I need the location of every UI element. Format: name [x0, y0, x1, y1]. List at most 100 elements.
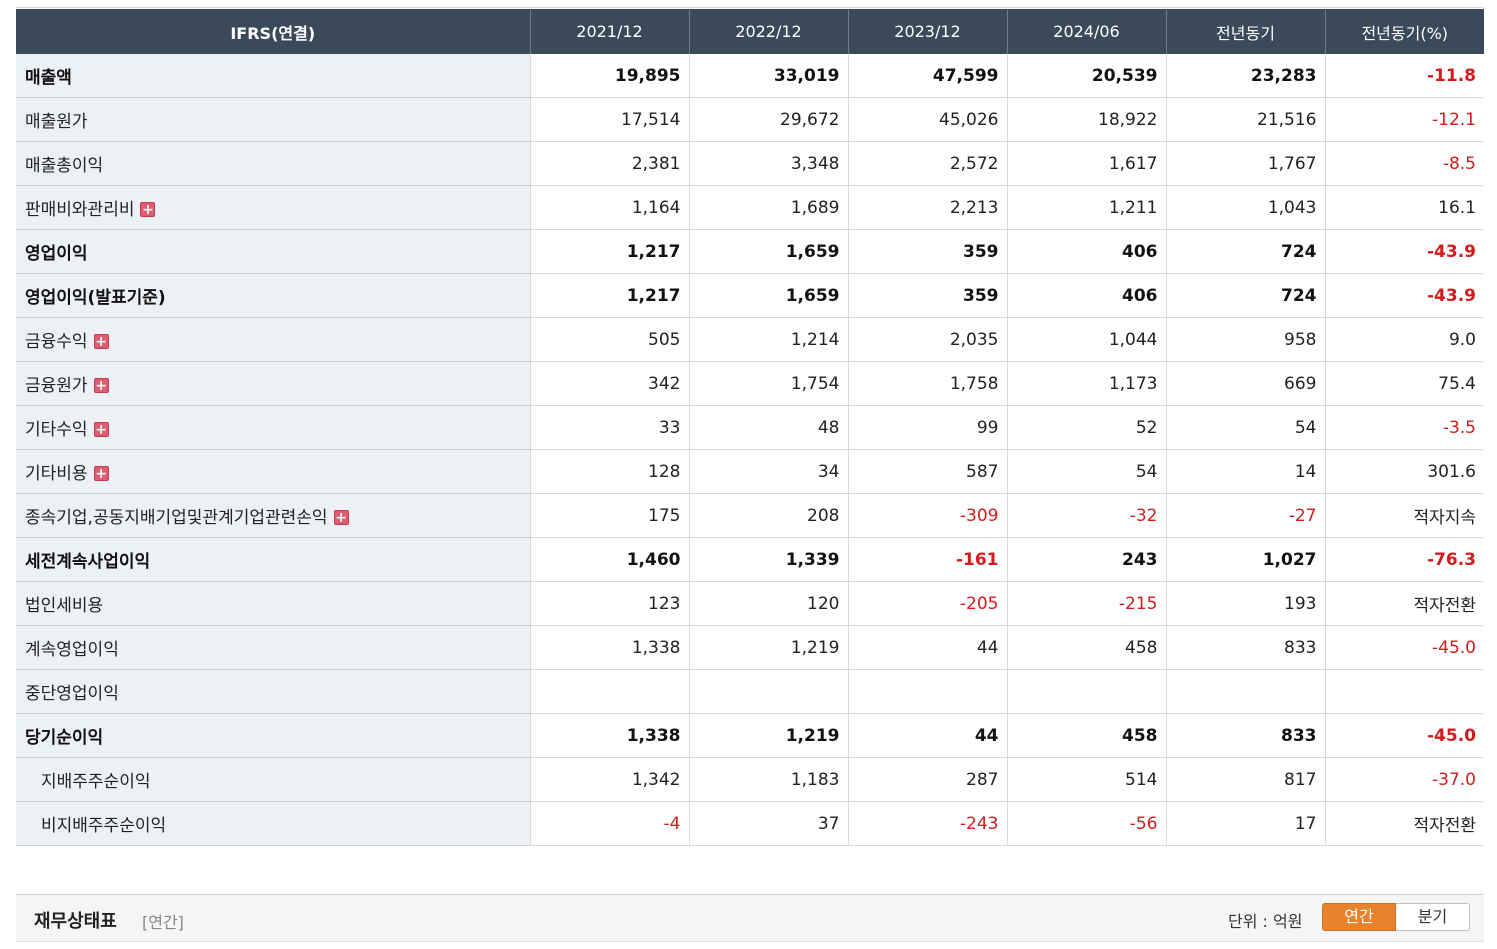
row-label: 종속기업,공동지배기업및관계기업관련손익 [25, 508, 328, 528]
row-label: 영업이익 [25, 244, 88, 264]
value-cell: 1,217 [529, 229, 689, 274]
value-cell: 458 [1006, 625, 1166, 670]
value-cell: 1,617 [1006, 141, 1166, 186]
value-cell: 406 [1006, 273, 1166, 318]
value-cell: 833 [1165, 625, 1325, 670]
value-cell: 1,338 [529, 625, 689, 670]
row-label-cell: 비지배주주순이익 [16, 801, 530, 846]
row-label-cell: 당기순이익 [16, 713, 530, 758]
value-cell: -45.0 [1324, 625, 1484, 670]
row-label-cell: 중단영업이익 [16, 669, 530, 714]
value-cell: 669 [1165, 361, 1325, 406]
table-row: 종속기업,공동지배기업및관계기업관련손익 +175 208 -309 -32 -27 적자지… [16, 493, 1484, 538]
value-cell: 16.1 [1324, 185, 1484, 230]
value-cell: 20,539 [1006, 54, 1166, 98]
row-label-cell: 기타비용 + [16, 449, 530, 494]
table-row: 기타비용 +128 34 587 54 14 301.6 [16, 449, 1484, 494]
value-cell: -11.8 [1324, 54, 1484, 98]
value-cell: 54 [1006, 449, 1166, 494]
unit-label: 단위 : 억원 [1228, 912, 1303, 931]
value-cell: 208 [688, 493, 848, 538]
value-cell: 958 [1165, 317, 1325, 362]
value-cell [1006, 669, 1166, 714]
value-cell: 193 [1165, 581, 1325, 626]
table-row: 법인세비용 123 120 -205 -215 193 적자전환 [16, 581, 1484, 626]
value-cell: 287 [847, 757, 1007, 802]
value-cell: 724 [1165, 229, 1325, 274]
annual-toggle-button[interactable]: 연간 [1322, 903, 1396, 931]
quarterly-toggle-button[interactable]: 분기 [1396, 903, 1470, 931]
value-cell: 833 [1165, 713, 1325, 758]
value-cell: 1,659 [688, 273, 848, 318]
value-cell: -8.5 [1324, 141, 1484, 186]
value-cell: 48 [688, 405, 848, 450]
table-row: 중단영업이익 [16, 669, 1484, 714]
value-cell: 123 [529, 581, 689, 626]
value-cell: 587 [847, 449, 1007, 494]
value-cell: 3,348 [688, 141, 848, 186]
value-cell: 18,922 [1006, 97, 1166, 142]
value-cell: 1,689 [688, 185, 848, 230]
value-cell: 1,754 [688, 361, 848, 406]
value-cell: -309 [847, 493, 1007, 538]
value-cell: 44 [847, 713, 1007, 758]
row-label-cell: 매출액 [16, 54, 530, 98]
value-cell: 120 [688, 581, 848, 626]
row-label: 매출총이익 [25, 156, 104, 176]
row-label-cell: 영업이익(발표기준) [16, 273, 530, 318]
expand-plus-icon[interactable]: + [93, 378, 109, 394]
value-cell: 34 [688, 449, 848, 494]
row-label-cell: 법인세비용 [16, 581, 530, 626]
value-cell: -37.0 [1324, 757, 1484, 802]
value-cell [529, 669, 689, 714]
row-label: 당기순이익 [25, 728, 104, 748]
header-ifrs: IFRS(연결) [16, 9, 530, 54]
header-2023-12: 2023/12 [847, 9, 1007, 54]
row-label-cell: 지배주주순이익 [16, 757, 530, 802]
row-label: 금융원가 [25, 376, 88, 396]
header-2024-06: 2024/06 [1006, 9, 1166, 54]
value-cell: -32 [1006, 493, 1166, 538]
value-cell: 적자전환 [1324, 581, 1484, 626]
expand-plus-icon[interactable]: + [93, 466, 109, 482]
table-header-row: IFRS(연결) 2021/12 2022/12 2023/12 2024/06… [16, 9, 1484, 54]
row-label-cell: 매출원가 [16, 97, 530, 142]
value-cell: -215 [1006, 581, 1166, 626]
value-cell: 359 [847, 229, 1007, 274]
table-row: 세전계속사업이익 1,460 1,339 -161 243 1,027 -76.3 [16, 537, 1484, 582]
value-cell: 1,164 [529, 185, 689, 230]
value-cell: 1,767 [1165, 141, 1325, 186]
expand-plus-icon[interactable]: + [93, 422, 109, 438]
expand-plus-icon[interactable]: + [140, 202, 156, 218]
value-cell: 1,044 [1006, 317, 1166, 362]
table-row: 매출액 19,895 33,019 47,599 20,539 23,283 -11.8 [16, 54, 1484, 98]
table-row: 금융원가 +342 1,754 1,758 1,173 669 75.4 [16, 361, 1484, 406]
value-cell [688, 669, 848, 714]
value-cell: 724 [1165, 273, 1325, 318]
row-label-cell: 세전계속사업이익 [16, 537, 530, 582]
expand-plus-icon[interactable]: + [333, 510, 349, 526]
period-toggle: 연간 분기 [1322, 903, 1470, 931]
row-label: 비지배주주순이익 [41, 816, 167, 836]
row-label-cell: 영업이익 [16, 229, 530, 274]
header-prev-year: 전년동기 [1165, 9, 1325, 54]
table-row: 지배주주순이익 1,342 1,183 287 514 817 -37.0 [16, 757, 1484, 802]
row-label: 지배주주순이익 [41, 772, 151, 792]
section-period: [연간] [142, 913, 184, 932]
table-row: 영업이익 1,217 1,659 359 406 724 -43.9 [16, 229, 1484, 274]
expand-plus-icon[interactable]: + [93, 334, 109, 350]
row-label: 기타수익 [25, 420, 88, 440]
value-cell: 1,027 [1165, 537, 1325, 582]
table-row: 금융수익 +505 1,214 2,035 1,044 958 9.0 [16, 317, 1484, 362]
value-cell: 1,043 [1165, 185, 1325, 230]
row-label: 계속영업이익 [25, 640, 119, 660]
value-cell: 17 [1165, 801, 1325, 846]
value-cell: -205 [847, 581, 1007, 626]
value-cell: 1,214 [688, 317, 848, 362]
value-cell: 1,659 [688, 229, 848, 274]
row-label: 법인세비용 [25, 596, 104, 616]
row-label: 금융수익 [25, 332, 88, 352]
value-cell: 17,514 [529, 97, 689, 142]
value-cell: 2,035 [847, 317, 1007, 362]
value-cell: 75.4 [1324, 361, 1484, 406]
